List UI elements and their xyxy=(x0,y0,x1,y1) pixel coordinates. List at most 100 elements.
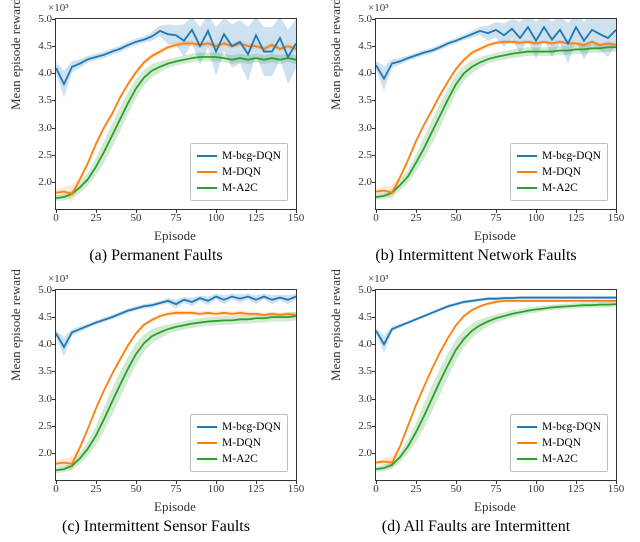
y-axis-label: Mean episode reward xyxy=(8,0,24,110)
y-tick-label: 4.5 xyxy=(38,311,52,323)
legend-label: M-DQN xyxy=(542,437,581,449)
y-tick-label: 3.0 xyxy=(38,122,52,134)
plot-area: 2.02.53.03.54.04.55.00255075100125150M-b… xyxy=(375,289,617,481)
y-tick-label: 4.5 xyxy=(38,40,52,52)
x-tick-label: 100 xyxy=(528,212,545,224)
legend-item: M-bϵg-DQN xyxy=(517,419,601,435)
legend-swatch xyxy=(197,171,217,173)
legend-label: M-DQN xyxy=(222,166,261,178)
y-tick-label: 5.0 xyxy=(358,13,372,25)
legend-swatch xyxy=(517,171,537,173)
panel-grid: ×10³Mean episode reward2.02.53.03.54.04.… xyxy=(0,0,640,542)
x-tick-label: 50 xyxy=(451,483,462,495)
y-axis-label: Mean episode reward xyxy=(8,269,24,381)
legend-item: M-A2C xyxy=(517,451,601,467)
legend-item: M-DQN xyxy=(517,164,601,180)
y-tick-label: 2.5 xyxy=(358,149,372,161)
legend-swatch xyxy=(197,426,217,428)
x-axis-label: Episode xyxy=(375,228,615,244)
x-tick-label: 75 xyxy=(491,212,502,224)
legend-item: M-A2C xyxy=(197,451,281,467)
x-tick-label: 125 xyxy=(568,212,585,224)
x-tick-label: 0 xyxy=(373,212,379,224)
legend-item: M-bϵg-DQN xyxy=(517,148,601,164)
x-tick-label: 50 xyxy=(451,212,462,224)
legend-label: M-A2C xyxy=(222,453,258,465)
legend-swatch xyxy=(197,458,217,460)
legend-item: M-DQN xyxy=(197,435,281,451)
x-tick-label: 25 xyxy=(91,212,102,224)
x-tick-label: 150 xyxy=(288,212,305,224)
x-tick-label: 125 xyxy=(248,212,265,224)
y-tick-label: 3.0 xyxy=(358,393,372,405)
x-axis-label: Episode xyxy=(375,499,615,515)
legend-item: M-A2C xyxy=(517,180,601,196)
y-axis-label: Mean episode reward xyxy=(328,269,344,381)
panel-caption: (b) Intermittent Network Faults xyxy=(320,247,632,265)
x-tick-label: 50 xyxy=(131,483,142,495)
y-axis-label: Mean episode reward xyxy=(328,0,344,110)
panel-caption: (a) Permanent Faults xyxy=(0,247,312,265)
legend-swatch xyxy=(517,458,537,460)
panel-caption: (d) All Faults are Intermittent xyxy=(320,518,632,536)
y-tick-label: 5.0 xyxy=(38,13,52,25)
y-tick-label: 4.5 xyxy=(358,311,372,323)
x-tick-label: 50 xyxy=(131,212,142,224)
legend-label: M-A2C xyxy=(542,453,578,465)
y-tick-label: 2.0 xyxy=(358,447,372,459)
legend-label: M-bϵg-DQN xyxy=(542,150,601,162)
x-tick-label: 100 xyxy=(528,483,545,495)
x-tick-label: 75 xyxy=(491,483,502,495)
legend-label: M-A2C xyxy=(542,182,578,194)
legend-label: M-bϵg-DQN xyxy=(222,150,281,162)
legend-item: M-bϵg-DQN xyxy=(197,148,281,164)
legend-item: M-bϵg-DQN xyxy=(197,419,281,435)
y-tick-label: 3.0 xyxy=(358,122,372,134)
legend: M-bϵg-DQN M-DQN M-A2C xyxy=(190,143,288,201)
y-tick-label: 4.0 xyxy=(38,67,52,79)
legend-label: M-bϵg-DQN xyxy=(222,421,281,433)
legend-swatch xyxy=(517,187,537,189)
legend-swatch xyxy=(517,155,537,157)
legend-label: M-bϵg-DQN xyxy=(542,421,601,433)
legend-label: M-DQN xyxy=(222,437,261,449)
y-tick-label: 2.0 xyxy=(38,176,52,188)
legend-label: M-A2C xyxy=(222,182,258,194)
x-axis-label: Episode xyxy=(55,499,295,515)
y-tick-label: 4.0 xyxy=(358,338,372,350)
y-tick-label: 4.0 xyxy=(358,67,372,79)
plot-area: 2.02.53.03.54.04.55.00255075100125150M-b… xyxy=(55,289,297,481)
y-tick-label: 3.5 xyxy=(38,365,52,377)
y-tick-label: 4.0 xyxy=(38,338,52,350)
legend: M-bϵg-DQN M-DQN M-A2C xyxy=(190,414,288,472)
y-tick-label: 5.0 xyxy=(38,284,52,296)
panel-d: ×10³Mean episode reward2.02.53.03.54.04.… xyxy=(320,271,640,542)
x-tick-label: 25 xyxy=(91,483,102,495)
x-tick-label: 150 xyxy=(608,212,625,224)
panel-b: ×10³Mean episode reward2.02.53.03.54.04.… xyxy=(320,0,640,271)
legend-swatch xyxy=(197,155,217,157)
plot-area: 2.02.53.03.54.04.55.00255075100125150M-b… xyxy=(55,18,297,210)
y-tick-label: 3.5 xyxy=(358,94,372,106)
x-tick-label: 150 xyxy=(608,483,625,495)
x-tick-label: 25 xyxy=(411,212,422,224)
x-tick-label: 0 xyxy=(373,483,379,495)
x-tick-label: 125 xyxy=(248,483,265,495)
legend-item: M-DQN xyxy=(197,164,281,180)
y-tick-label: 2.5 xyxy=(38,149,52,161)
y-tick-label: 4.5 xyxy=(358,40,372,52)
y-tick-label: 3.5 xyxy=(38,94,52,106)
x-tick-label: 0 xyxy=(53,483,59,495)
y-tick-label: 3.5 xyxy=(358,365,372,377)
x-tick-label: 25 xyxy=(411,483,422,495)
x-axis-label: Episode xyxy=(55,228,295,244)
panel-caption: (c) Intermittent Sensor Faults xyxy=(0,518,312,536)
legend: M-bϵg-DQN M-DQN M-A2C xyxy=(510,143,608,201)
y-tick-label: 2.5 xyxy=(38,420,52,432)
y-tick-label: 2.5 xyxy=(358,420,372,432)
x-tick-label: 75 xyxy=(171,483,182,495)
legend-item: M-DQN xyxy=(517,435,601,451)
legend-swatch xyxy=(197,187,217,189)
y-tick-label: 3.0 xyxy=(38,393,52,405)
x-tick-label: 125 xyxy=(568,483,585,495)
